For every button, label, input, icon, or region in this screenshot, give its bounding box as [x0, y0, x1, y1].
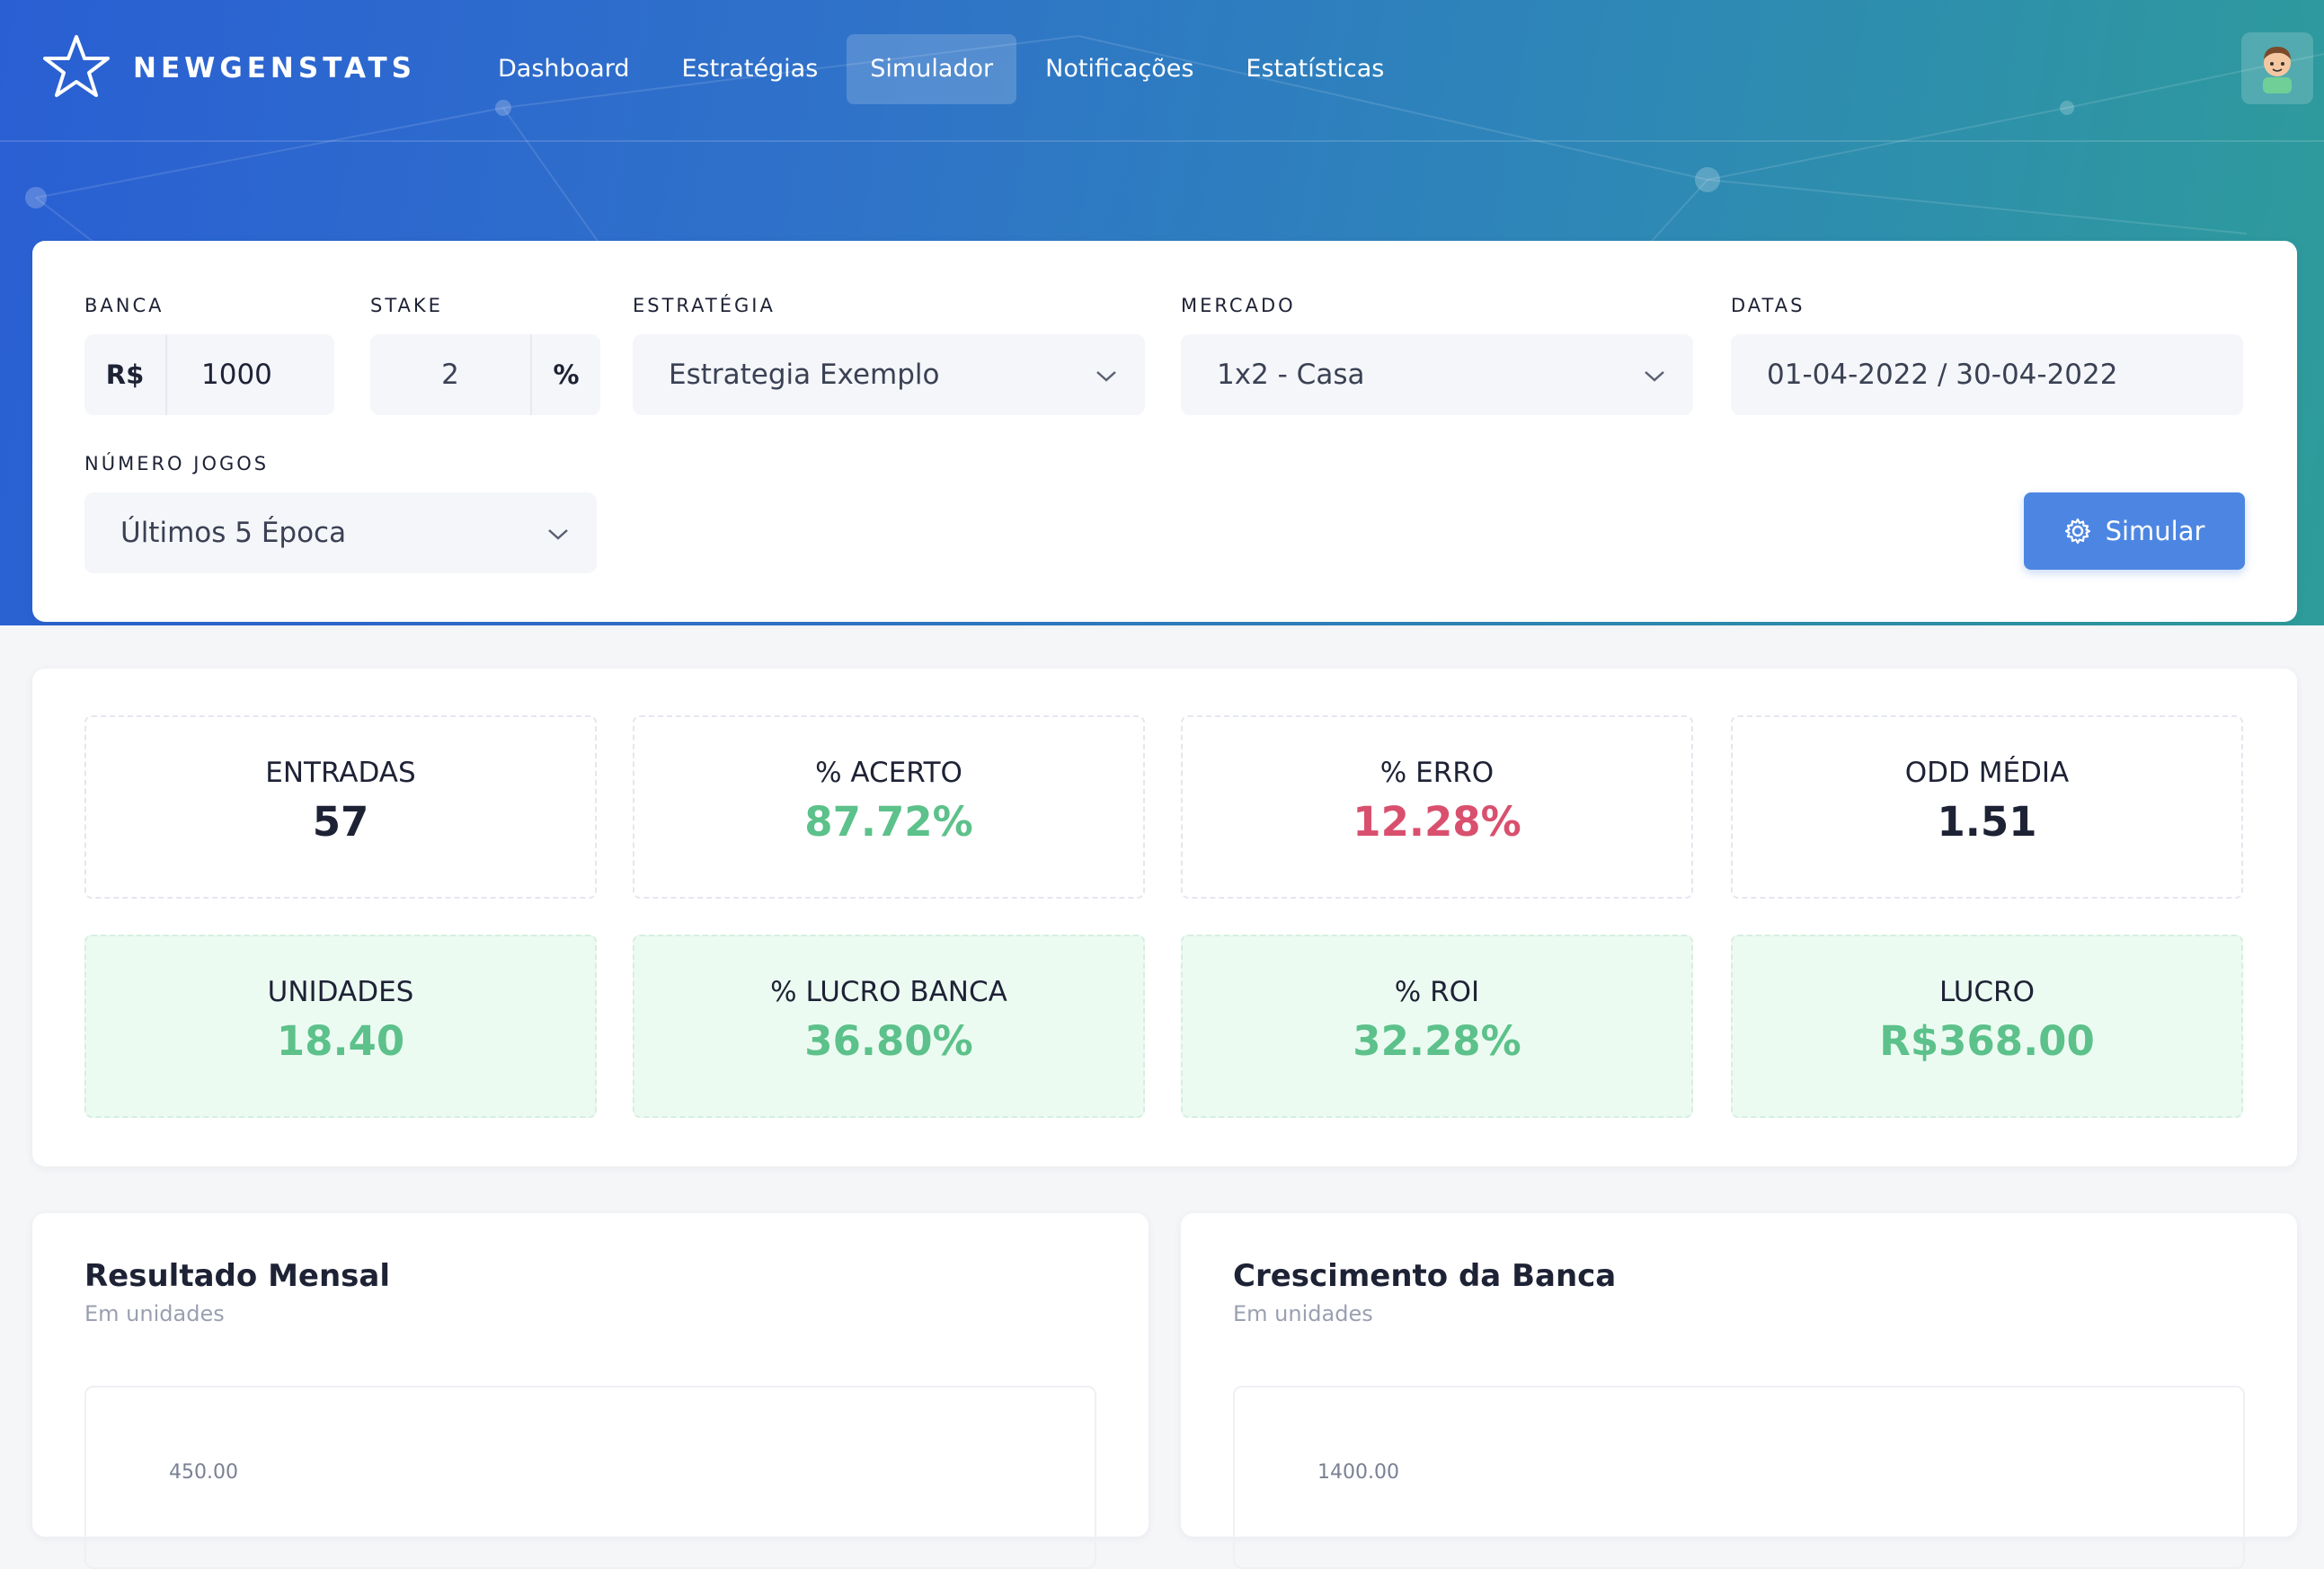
mercado-label: MERCADO: [1181, 295, 1296, 316]
stake-input[interactable]: [370, 358, 530, 392]
stat-value: 36.80%: [804, 1017, 973, 1065]
chart-title: Resultado Mensal: [84, 1258, 390, 1294]
date-range-value: 01-04-2022 / 30-04-2022: [1767, 359, 2118, 391]
main-nav: Dashboard Estratégias Simulador Notifica…: [475, 34, 1413, 104]
user-avatar-button[interactable]: [2241, 32, 2313, 104]
datas-label: DATAS: [1731, 295, 1805, 316]
banca-prefix: R$: [84, 334, 167, 415]
stake-suffix: %: [530, 334, 600, 415]
stat-lucro: LUCRO R$368.00: [1731, 935, 2243, 1118]
simular-label: Simular: [2105, 516, 2205, 546]
crescimento-banca-card: Crescimento da Banca Em unidades 1400.00: [1181, 1213, 2297, 1569]
stat-label: LUCRO: [1938, 976, 2035, 1008]
simular-button[interactable]: Simular: [2024, 492, 2245, 570]
estrategia-value: Estrategia Exemplo: [669, 359, 940, 391]
stat-value: 87.72%: [804, 798, 973, 846]
stat-value: R$368.00: [1879, 1017, 2095, 1065]
chart-subtitle: Em unidades: [1233, 1301, 1373, 1326]
nav-item-simulador[interactable]: Simulador: [847, 34, 1017, 104]
banca-input[interactable]: [200, 358, 329, 392]
numero-jogos-label: NÚMERO JOGOS: [84, 453, 270, 474]
stake-field: %: [370, 334, 600, 415]
brand-name: NEWGENSTATS: [133, 52, 417, 84]
stat-unidades: UNIDADES 18.40: [84, 935, 597, 1118]
stake-label: STAKE: [370, 295, 443, 316]
stat-odd-media: ODD MÉDIA 1.51: [1731, 715, 2243, 899]
mercado-value: 1x2 - Casa: [1217, 359, 1365, 391]
numero-jogos-value: Últimos 5 Época: [120, 517, 347, 549]
gear-icon: [2064, 518, 2091, 545]
stat-value: 18.40: [276, 1017, 405, 1065]
mercado-select[interactable]: 1x2 - Casa: [1181, 334, 1693, 415]
stat-value: 12.28%: [1353, 798, 1521, 846]
nav-item-estrategias[interactable]: Estratégias: [681, 55, 819, 83]
stat-erro: % ERRO 12.28%: [1181, 715, 1693, 899]
chevron-down-icon: [546, 517, 570, 549]
stat-roi: % ROI 32.28%: [1181, 935, 1693, 1118]
resultado-mensal-card: Resultado Mensal Em unidades 450.00: [32, 1213, 1149, 1569]
top-navbar: NEWGENSTATS Dashboard Estratégias Simula…: [0, 0, 2324, 142]
stat-label: % ERRO: [1379, 757, 1495, 789]
stat-label: ODD MÉDIA: [1904, 757, 2070, 789]
y-axis-tick: 450.00: [169, 1461, 238, 1484]
banca-label: BANCA: [84, 295, 164, 316]
stat-acerto: % ACERTO 87.72%: [633, 715, 1145, 899]
results-stats-card: ENTRADAS 57 % ACERTO 87.72% % ERRO 12.28…: [32, 669, 2297, 1166]
chart-title: Crescimento da Banca: [1233, 1258, 1617, 1294]
stat-label: % ROI: [1394, 976, 1480, 1008]
crescimento-banca-chart: 1400.00: [1233, 1386, 2245, 1569]
date-range-field[interactable]: 01-04-2022 / 30-04-2022: [1731, 334, 2243, 415]
numero-jogos-select[interactable]: Últimos 5 Época: [84, 492, 597, 573]
stat-label: % LUCRO BANCA: [770, 976, 1007, 1008]
chevron-down-icon: [1643, 359, 1666, 391]
nav-item-dashboard[interactable]: Dashboard: [498, 55, 630, 83]
stat-entradas: ENTRADAS 57: [84, 715, 597, 899]
nav-item-notificacoes[interactable]: Notificações: [1045, 55, 1194, 83]
resultado-mensal-chart: 450.00: [84, 1386, 1096, 1569]
simulation-filters-card: BANCA R$ STAKE % ESTRATÉGIA Estrategia E…: [32, 241, 2297, 622]
stat-value: 57: [312, 798, 369, 846]
estrategia-select[interactable]: Estrategia Exemplo: [633, 334, 1145, 415]
stat-value: 32.28%: [1353, 1017, 1521, 1065]
stat-label: UNIDADES: [267, 976, 414, 1008]
chart-subtitle: Em unidades: [84, 1301, 225, 1326]
stat-lucro-banca: % LUCRO BANCA 36.80%: [633, 935, 1145, 1118]
chevron-down-icon: [1095, 359, 1118, 391]
banca-field: R$: [84, 334, 334, 415]
estrategia-label: ESTRATÉGIA: [633, 295, 776, 316]
stat-label: % ACERTO: [815, 757, 962, 789]
star-logo-icon: [43, 34, 110, 102]
nav-item-estatisticas[interactable]: Estatísticas: [1246, 55, 1385, 83]
stat-value: 1.51: [1937, 798, 2037, 846]
user-avatar-icon: [2254, 40, 2301, 97]
y-axis-tick: 1400.00: [1317, 1461, 1399, 1484]
brand-logo[interactable]: NEWGENSTATS: [43, 34, 416, 102]
stat-label: ENTRADAS: [265, 757, 416, 789]
